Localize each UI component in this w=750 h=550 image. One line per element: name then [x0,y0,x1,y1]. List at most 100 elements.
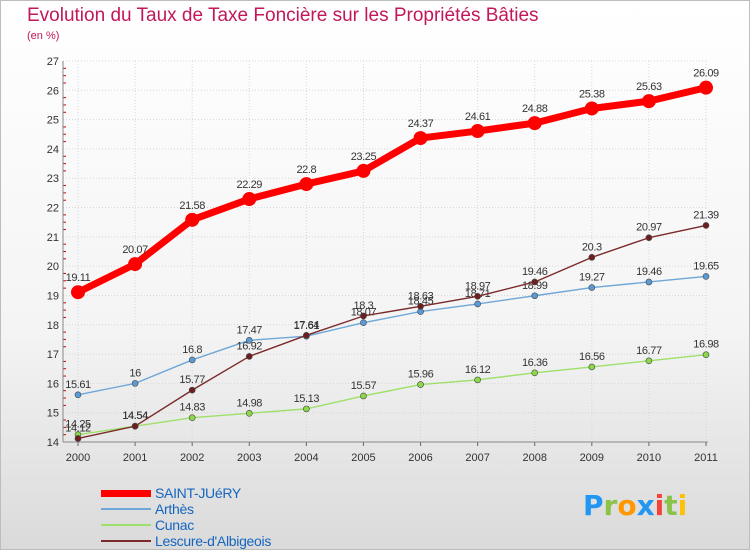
y-tick-label: 19 [47,290,59,302]
x-tick-label: 2008 [522,452,546,464]
x-tick-label: 2004 [294,452,318,464]
data-label-arthes: 16 [129,367,141,379]
data-label-saint-juery: 25.38 [579,88,605,100]
data-label-arthes: 18.99 [522,280,548,292]
data-label-arthes: 17.47 [237,324,263,336]
proxiti-logo: Proxiti [583,489,687,522]
legend-swatch [101,508,151,510]
logo-letter: r [603,489,618,522]
series-line-arthes [77,275,707,396]
data-label-saint-juery: 24.37 [408,118,434,130]
data-point-arthes [74,391,82,399]
data-point-arthes [474,300,481,308]
data-label-arthes: 17.61 [294,320,320,332]
y-tick-label: 26 [47,85,59,97]
data-label-cunac: 14.54 [122,410,148,422]
logo-letter: i [654,489,665,522]
data-point-lescure-d-albigeois [588,254,596,261]
data-label-lescure-d-albigeois: 18.97 [465,280,491,292]
data-point-arthes [131,380,139,387]
data-label-arthes: 15.61 [65,379,91,391]
data-point-lescure-d-albigeois [303,332,310,339]
series-line-cunac [77,353,707,436]
x-tick-label: 2010 [637,452,661,464]
legend-label: Cunac [155,517,194,533]
data-point-saint-juery [185,212,200,227]
x-tick-label: 2000 [66,452,90,464]
data-point-cunac [702,351,710,358]
data-point-lescure-d-albigeois [360,312,367,320]
legend-item: Lescure-d'Albigeois [101,533,271,549]
data-point-cunac [531,369,539,377]
series-line-lescure-d-albigeois [77,224,707,440]
data-label-saint-juery: 23.25 [351,151,377,163]
data-label-lescure-d-albigeois: 19.46 [522,266,548,278]
chart-unit-label: (en %) [27,30,60,42]
legend-item: Arthès [101,501,271,517]
data-label-lescure-d-albigeois: 17.64 [294,319,320,331]
data-point-cunac [588,363,596,371]
data-label-lescure-d-albigeois: 15.77 [179,374,205,386]
data-label-saint-juery: 26.09 [693,68,719,80]
legend-swatch [101,540,151,542]
data-point-arthes [702,273,710,280]
legend-item: Cunac [101,517,271,533]
logo-letter: P [583,489,604,522]
data-point-saint-juery [299,177,314,192]
legend-item: SAINT-JUéRY [101,485,271,501]
data-label-cunac: 15.57 [351,380,377,392]
x-tick-label: 2003 [237,452,261,464]
x-tick-label: 2007 [465,452,489,464]
y-tick-label: 14 [47,437,59,449]
y-tick-label: 18 [47,320,59,332]
data-label-cunac: 14.98 [237,397,263,409]
chart-legend: SAINT-JUéRY Arthès Cunac Lescure-d'Albigeoi… [101,485,271,549]
data-label-lescure-d-albigeois: 16.92 [237,340,263,352]
data-point-arthes [188,356,196,364]
data-label-cunac: 14.83 [179,402,205,414]
data-label-lescure-d-albigeois: 14.54 [122,410,148,422]
data-point-saint-juery [699,80,713,95]
data-point-cunac [245,409,253,417]
data-point-arthes [360,319,367,327]
chart-title: Evolution du Taux de Taxe Foncière sur l… [27,5,539,26]
data-label-saint-juery: 21.58 [179,200,205,212]
data-label-saint-juery: 22.8 [296,164,316,176]
data-label-cunac: 16.98 [693,339,719,351]
data-label-saint-juery: 24.61 [465,111,491,123]
data-point-saint-juery [128,257,143,272]
data-point-saint-juery [71,285,85,300]
logo-letter: o [617,489,637,522]
legend-label: SAINT-JUéRY [155,485,241,501]
y-tick-label: 15 [47,408,59,420]
data-point-lescure-d-albigeois [417,303,424,310]
data-point-lescure-d-albigeois [74,435,82,442]
data-label-saint-juery: 25.63 [636,81,662,93]
data-point-lescure-d-albigeois [474,293,481,300]
data-label-arthes: 19.27 [579,272,605,284]
data-label-arthes: 19.46 [636,266,662,278]
data-point-cunac [188,414,196,421]
logo-letter: i [677,489,688,522]
data-point-arthes [588,284,596,291]
data-point-cunac [645,357,653,365]
legend-label: Arthès [155,501,194,517]
data-point-cunac [303,405,310,413]
y-tick-label: 17 [47,349,59,361]
x-tick-label: 2011 [694,452,718,464]
legend-label: Lescure-d'Albigeois [155,533,272,549]
x-tick-label: 2009 [580,452,604,464]
data-label-cunac: 14.25 [65,419,91,431]
data-label-lescure-d-albigeois: 18.63 [408,290,434,302]
logo-letter: t [664,489,678,522]
data-point-lescure-d-albigeois [188,386,196,394]
x-tick-label: 2006 [408,452,432,464]
data-point-saint-juery [413,131,428,146]
y-tick-label: 23 [47,173,59,185]
data-label-lescure-d-albigeois: 14.12 [65,422,91,434]
data-label-cunac: 16.36 [522,357,548,369]
x-tick-label: 2005 [351,452,375,464]
data-point-lescure-d-albigeois [245,353,253,360]
data-label-saint-juery: 19.11 [66,272,91,284]
data-point-arthes [245,337,253,344]
